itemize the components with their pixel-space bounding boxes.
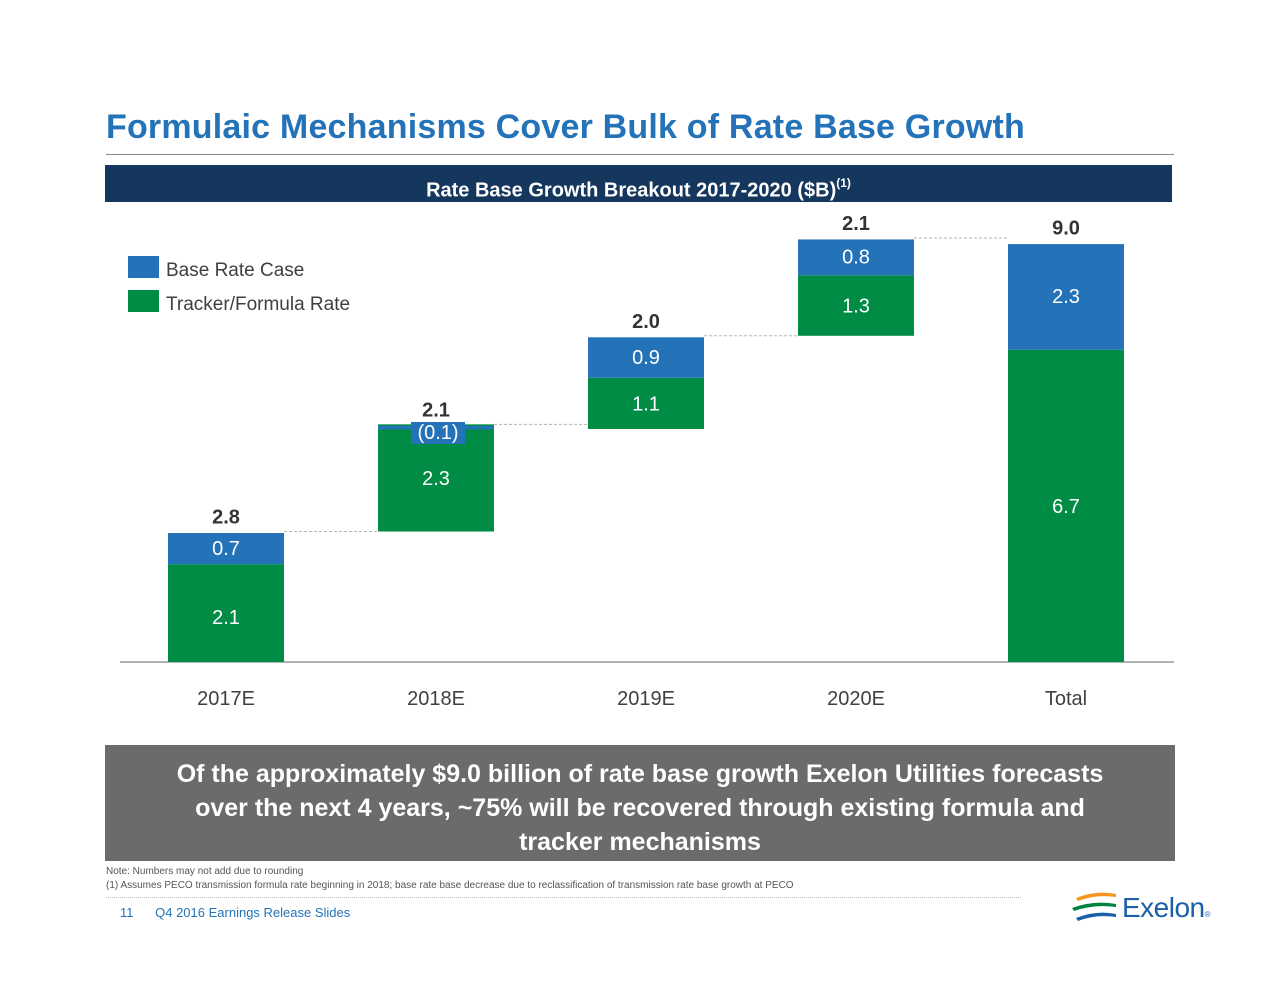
total-label-2018E: 2.1 xyxy=(422,399,450,421)
total-label-2019E: 2.0 xyxy=(632,311,660,333)
label-bg-base-rate-2018E xyxy=(411,422,465,444)
registered-mark: ® xyxy=(1204,910,1211,919)
legend-swatch-tracker xyxy=(128,290,159,312)
x-tick-2017E: 2017E xyxy=(197,688,255,710)
footer-divider xyxy=(106,897,1021,898)
callout-line-2: over the next 4 years, ~75% will be reco… xyxy=(195,794,1085,822)
exelon-name: Exelon xyxy=(1122,892,1205,923)
bar-base-rate-2020E xyxy=(798,239,914,276)
chart-legend: Base Rate Case Tracker/Formula Rate xyxy=(128,256,350,315)
label-base-rate-2019E: 0.9 xyxy=(632,347,660,369)
chart-title-banner: Rate Base Growth Breakout 2017-2020 ($B)… xyxy=(105,165,1172,202)
label-base-rate-Total: 2.3 xyxy=(1052,286,1080,308)
total-label-2020E: 2.1 xyxy=(842,213,870,235)
waterfall-chart: Base Rate Case Tracker/Formula Rate 2.1 0… xyxy=(120,213,1174,710)
x-tick-2018E: 2018E xyxy=(407,688,465,710)
bar-tracker-Total xyxy=(1008,349,1124,662)
chart-marks: 2.10.72.82017E2.3(0.1)2.12018E1.10.92.02… xyxy=(168,213,1124,710)
label-base-rate-2017E: 0.7 xyxy=(212,538,240,560)
label-tracker-2020E: 1.3 xyxy=(842,296,870,318)
bar-tracker-2017E xyxy=(168,564,284,662)
label-tracker-2018E: 2.3 xyxy=(422,468,450,490)
exelon-logo: Exelon® xyxy=(1070,888,1211,928)
bar-base-rate-2017E xyxy=(168,533,284,565)
legend-label-base-rate: Base Rate Case xyxy=(166,260,304,281)
legend-swatch-base-rate xyxy=(128,256,159,278)
bar-tracker-2019E xyxy=(588,377,704,429)
slide-title: Formulaic Mechanisms Cover Bulk of Rate … xyxy=(106,108,1025,146)
x-tick-Total: Total xyxy=(1045,688,1087,710)
bar-base-rate-2019E xyxy=(588,337,704,378)
x-tick-2019E: 2019E xyxy=(617,688,675,710)
footer-text: Q4 2016 Earnings Release Slides xyxy=(155,905,351,920)
total-label-2017E: 2.8 xyxy=(212,507,240,529)
x-tick-2020E: 2020E xyxy=(827,688,885,710)
chart-title-footnote-ref: (1) xyxy=(836,176,851,190)
rounding-note: Note: Numbers may not add due to roundin… xyxy=(106,866,304,877)
label-base-rate-2020E: 0.8 xyxy=(842,247,870,269)
label-tracker-2017E: 2.1 xyxy=(212,607,240,629)
bar-base-rate-Total xyxy=(1008,244,1124,350)
label-tracker-2019E: 1.1 xyxy=(632,393,660,415)
callout-line-1: Of the approximately $9.0 billion of rat… xyxy=(176,760,1104,788)
total-label-Total: 9.0 xyxy=(1052,218,1080,240)
exelon-swoosh-icon xyxy=(1072,892,1116,921)
callout-line-3: tracker mechanisms xyxy=(519,828,761,856)
page-number: 11 xyxy=(120,905,134,920)
slide-footer: 11 Q4 2016 Earnings Release Slides xyxy=(120,905,350,920)
exelon-wordmark: Exelon® xyxy=(1122,892,1211,924)
footnote-1: (1) Assumes PECO transmission formula ra… xyxy=(106,880,794,891)
chart-title: Rate Base Growth Breakout 2017-2020 ($B) xyxy=(426,179,837,202)
label-tracker-Total: 6.7 xyxy=(1052,496,1080,518)
label-base-rate-2018E: (0.1) xyxy=(417,422,458,444)
callout-box: Of the approximately $9.0 billion of rat… xyxy=(105,745,1175,861)
legend-label-tracker: Tracker/Formula Rate xyxy=(166,294,350,315)
bar-tracker-2020E xyxy=(798,275,914,336)
title-divider xyxy=(106,154,1174,155)
